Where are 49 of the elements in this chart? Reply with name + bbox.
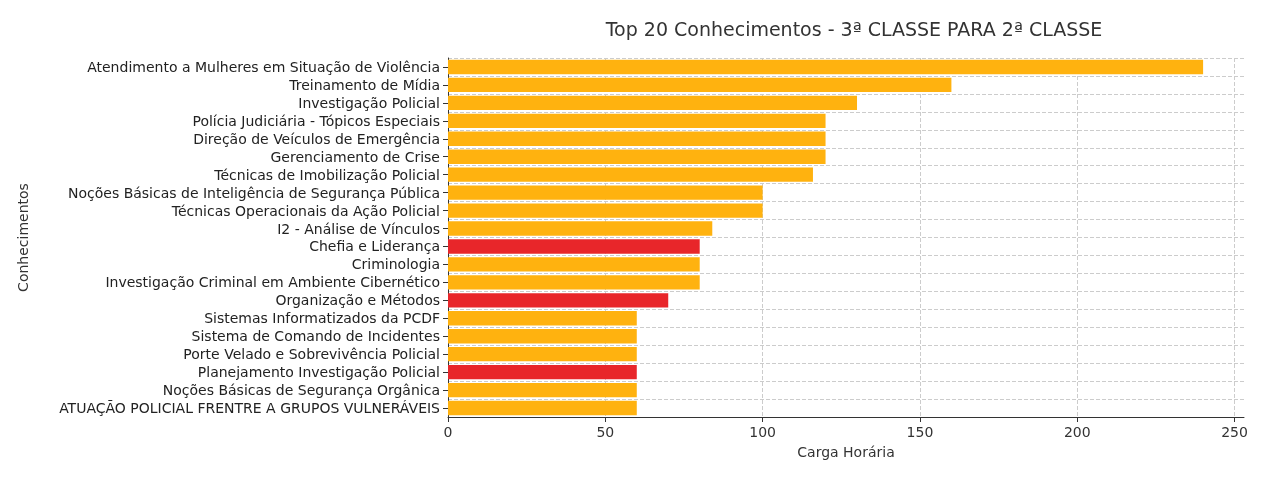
bar [448, 203, 763, 218]
x-tick-label: 250 [1221, 424, 1248, 440]
x-tick-label: 200 [1063, 424, 1091, 440]
x-axis-title: Carga Horária [797, 444, 895, 460]
bar [448, 149, 826, 164]
bar [448, 311, 637, 326]
y-tick-label: ATUAÇÃO POLICIAL FRENTRE A GRUPOS VULNERÁVEIS [59, 400, 441, 417]
bar [448, 329, 637, 344]
y-tick-label: Direção de Veículos de Emergência [193, 130, 440, 147]
bar [448, 382, 637, 398]
bar [448, 400, 637, 416]
y-tick-label: Gerenciamento de Crise [270, 148, 440, 165]
y-tick-label: Treinamento de Mídia [288, 76, 440, 93]
y-tick-label: Organização e Métodos [275, 292, 440, 309]
bar [448, 167, 813, 182]
x-tick-label: 100 [749, 424, 776, 440]
bar [448, 239, 700, 254]
y-tick-label: Investigação Criminal em Ambiente Cibernético [105, 274, 440, 291]
y-tick-label: Sistemas Informatizados da PCDF [204, 310, 440, 327]
bar [448, 364, 637, 380]
bar [448, 113, 826, 129]
y-tick-label: Criminologia [351, 256, 440, 273]
y-tick-label: Atendimento a Mulheres em Situação de Violência [87, 58, 440, 75]
bar [448, 59, 1204, 75]
y-tick-label: Planejamento Investigação Policial [197, 364, 440, 381]
y-tick-label: Polícia Judiciária - Tópicos Especiais [192, 112, 440, 129]
y-tick-label: Noções Básicas de Inteligência de Segurança Pública [67, 184, 440, 201]
y-tick-label: Chefia e Liderança [309, 238, 440, 255]
y-tick-label: Técnicas Operacionais da Ação Policial [170, 202, 440, 219]
bar [448, 95, 858, 111]
bar [448, 77, 952, 93]
bar [448, 257, 700, 272]
y-tick-label: Técnicas de Imobilização Policial [213, 166, 440, 183]
chart-title: Top 20 Conhecimentos - 3ª CLASSE PARA 2ª CLASSE [604, 17, 1103, 40]
bar [448, 221, 713, 236]
y-tick-label: Porte Velado e Sobrevivência Policial [183, 346, 440, 363]
x-tick-label: 150 [906, 424, 934, 440]
x-tick-label: 0 [443, 424, 453, 440]
y-tick-label: Noções Básicas de Segurança Orgânica [162, 382, 440, 399]
bar [448, 275, 700, 290]
y-tick-label: I2 - Análise de Vínculos [277, 220, 440, 237]
bar [448, 185, 763, 200]
bar [448, 347, 637, 362]
x-tick-label: 50 [596, 424, 615, 440]
y-axis-title: Conhecimentos [15, 183, 31, 292]
bar [448, 131, 826, 146]
y-tick-label: Investigação Policial [298, 94, 440, 111]
y-tick-label: Sistema de Comando de Incidentes [191, 328, 440, 345]
bar [448, 293, 669, 308]
